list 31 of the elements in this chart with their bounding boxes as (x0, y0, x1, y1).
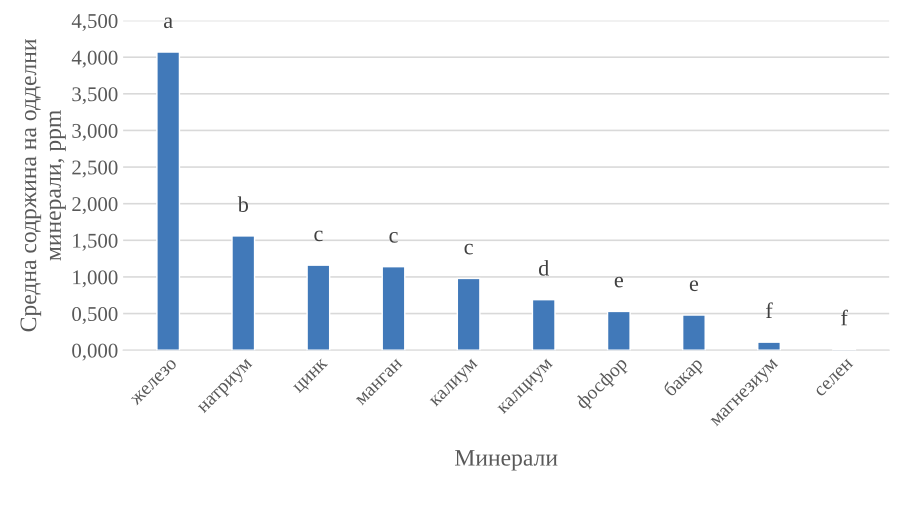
y-tick-label: 0,000 (72, 344, 118, 361)
bar (231, 235, 256, 350)
bar (532, 298, 556, 350)
y-tick-label: 1,500 (73, 234, 118, 251)
y-tick-label: 0,500 (72, 306, 118, 324)
bar (156, 51, 180, 350)
x-axis-title: Минерали (455, 450, 558, 471)
annotation: c (464, 244, 473, 254)
annotation: f (841, 310, 848, 326)
y-axis-title: Средна содржина на одделни минерали, ppm (20, 39, 66, 332)
y-tick-label: 1,000 (73, 270, 118, 288)
y-tick-label: 3,500 (72, 87, 118, 104)
annotation: c (389, 232, 398, 243)
bar (382, 266, 406, 350)
y-tick-label: 4,500 (72, 14, 118, 32)
annotation: a (164, 17, 173, 28)
bar (682, 314, 706, 350)
bar (306, 264, 330, 350)
annotation: f (766, 302, 773, 318)
annotation: e (690, 280, 698, 292)
annotation: d (538, 260, 549, 276)
bar (606, 310, 631, 350)
y-tick-label: 2,500 (72, 160, 118, 178)
annotation: e (614, 276, 623, 288)
annotation: c (314, 230, 323, 242)
bar (757, 341, 781, 350)
y-tick-label: 2,000 (72, 197, 118, 214)
annotation: b (238, 196, 248, 212)
y-tick-label: 4,000 (72, 50, 118, 68)
bar (456, 278, 481, 350)
y-tick-label: 3,000 (72, 124, 118, 141)
